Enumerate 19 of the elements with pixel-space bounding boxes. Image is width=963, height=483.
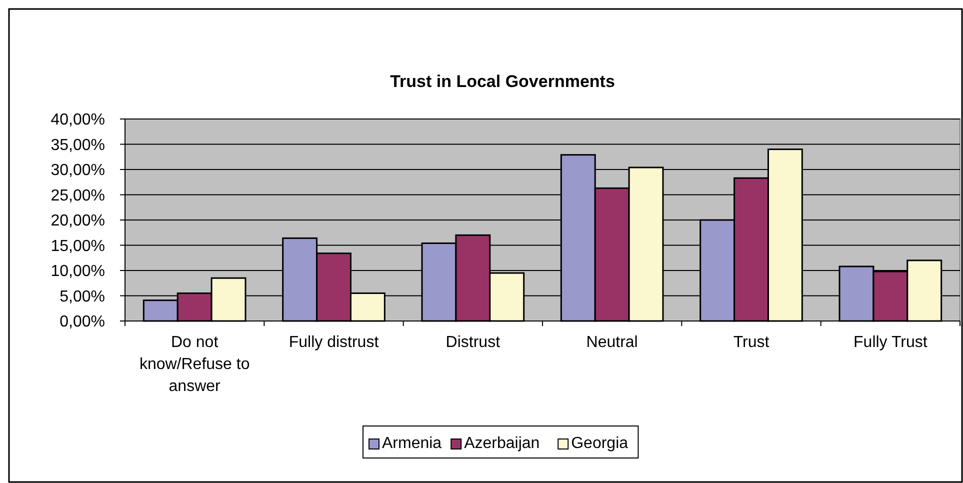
legend-label: Georgia	[571, 435, 628, 452]
y-tick-label: 20,00%	[50, 212, 105, 230]
y-tick-label: 35,00%	[50, 136, 105, 154]
legend-label: Azerbaijan	[464, 435, 540, 452]
x-tick-label: Distrust	[446, 334, 501, 351]
y-tick-label: 40,00%	[50, 112, 105, 129]
x-tick-label: Do not know/Refuse to answer	[139, 334, 250, 395]
legend-label: Armenia	[382, 435, 442, 452]
x-tick-label: Fully Trust	[854, 334, 928, 351]
y-tick-label: 0,00%	[60, 314, 105, 331]
x-tick-label: Neutral	[586, 334, 638, 351]
x-tick-label: Trust	[733, 334, 770, 351]
y-tick-label: 5,00%	[60, 288, 105, 306]
chart-title: Trust in Local Governments	[390, 72, 615, 91]
y-tick-label: 30,00%	[50, 162, 105, 180]
y-tick-label: 10,00%	[50, 263, 105, 280]
y-tick-label: 15,00%	[50, 238, 105, 255]
y-tick-label: 25,00%	[50, 187, 105, 204]
x-tick-label: Fully distrust	[288, 334, 380, 351]
